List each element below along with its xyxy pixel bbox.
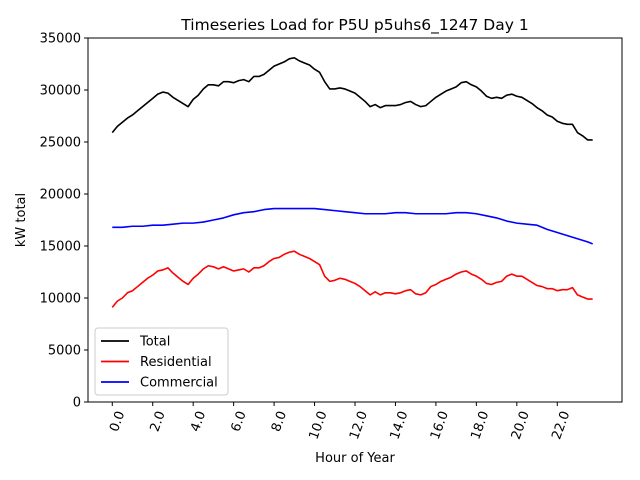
x-tick-label: 8.0: [269, 409, 290, 434]
x-axis-ticks: 0.0 2.0 4.0 6.0 8.0 10.0 12.0 14.0 16.0 18.0 20.0 2…: [107, 402, 573, 442]
y-tick-label: 10000: [40, 292, 81, 307]
series-line-total: [111, 56, 593, 141]
chart-title: Timeseries Load for P5U p5uhs6_1247 Day …: [180, 16, 528, 35]
y-tick-label: 30000: [40, 84, 81, 99]
y-axis-ticks: 0 5000 10000 15000 20000 25000 30000 35000: [40, 32, 88, 411]
legend-label-total: Total: [139, 335, 170, 350]
x-axis-label: Hour of Year: [315, 451, 395, 466]
x-tick-label: 4.0: [188, 409, 209, 434]
y-tick-label: 20000: [40, 188, 81, 203]
y-axis-label: kW total: [14, 193, 29, 247]
y-tick-label: 0: [73, 396, 81, 411]
legend-box: [94, 327, 229, 396]
y-tick-label: 15000: [40, 240, 81, 255]
y-tick-label: 35000: [40, 32, 81, 47]
series-line-residential: [111, 250, 593, 308]
legend-entries: Total Residential Commercial: [101, 335, 218, 391]
y-tick-label: 5000: [48, 344, 81, 359]
x-tick-label: 0.0: [107, 409, 128, 434]
legend-label-residential: Residential: [140, 355, 212, 370]
legend: Total Residential Commercial: [94, 327, 229, 396]
y-tick-label: 25000: [40, 136, 81, 151]
x-tick-label: 6.0: [228, 409, 249, 434]
x-tick-label: 2.0: [148, 409, 169, 434]
legend-label-commercial: Commercial: [140, 376, 218, 391]
series-line-commercial: [112, 207, 593, 245]
series-layer: [111, 56, 593, 308]
